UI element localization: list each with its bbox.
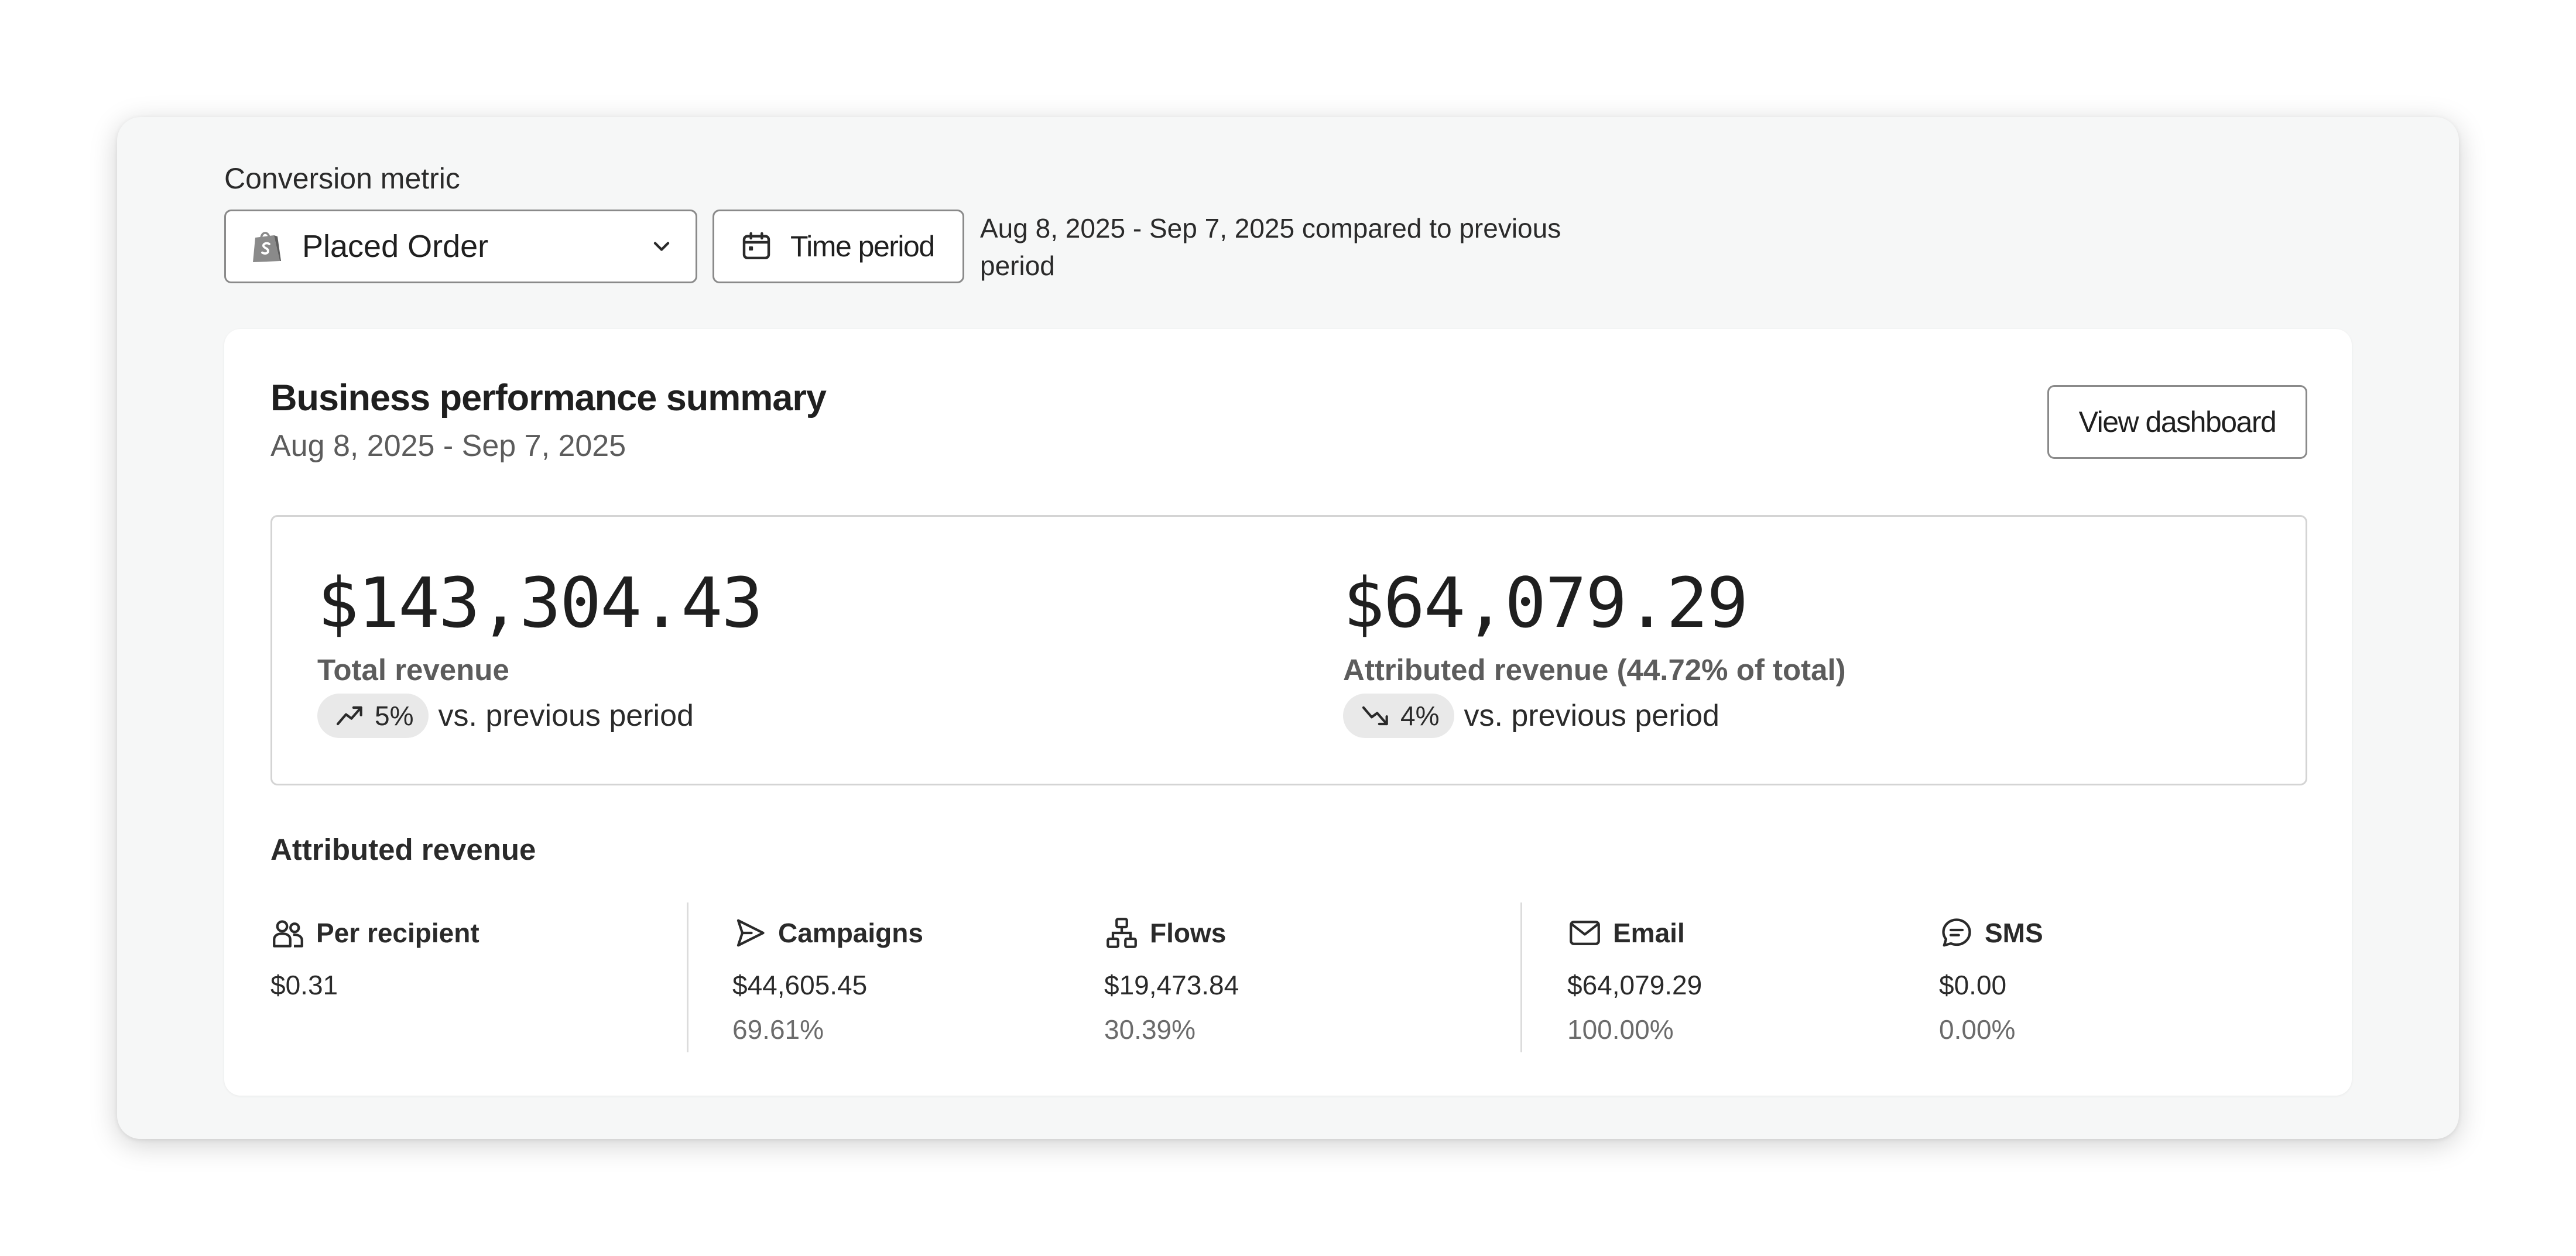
trend-down-icon: [1362, 706, 1388, 726]
time-period-label: Time period: [790, 230, 935, 263]
performance-panel: Conversion metric Placed Order Time peri…: [117, 117, 2459, 1139]
change-percent: 5%: [375, 701, 414, 731]
comparison-range-text: Aug 8, 2025 - Sep 7, 2025 compared to pr…: [980, 213, 1561, 281]
view-dashboard-button[interactable]: View dashboard: [2047, 385, 2307, 459]
stat-amount: $64,079.29: [1567, 970, 1703, 1000]
stat-label: SMS: [1985, 918, 2043, 948]
change-badge: 4%: [1343, 694, 1455, 738]
kpi-panel: $143,304.43 Total revenue 5% vs. previou…: [270, 515, 2307, 785]
kpi-trend: 5% vs. previous period: [317, 694, 694, 738]
stat-label: Per recipient: [316, 918, 479, 948]
divider: [687, 902, 688, 1052]
chat-icon: [1942, 918, 1971, 947]
stat-percent: 69.61%: [732, 1014, 824, 1045]
change-percent: 4%: [1400, 701, 1440, 731]
stat-campaigns: Campaigns $44,605.45 69.61%: [732, 915, 923, 1045]
trend-up-icon: [336, 706, 362, 726]
kpi-value: $64,079.29: [1343, 562, 1748, 643]
time-period-button[interactable]: Time period: [712, 210, 964, 283]
comparison-text: vs. previous period: [438, 699, 694, 733]
stat-amount: $0.31: [270, 970, 338, 1000]
shopify-bag-icon: [253, 232, 281, 262]
summary-title: Business performance summary: [270, 378, 827, 418]
divider: [1520, 902, 1522, 1052]
stat-percent: 0.00%: [1939, 1014, 2016, 1045]
stat-percent: 30.39%: [1104, 1014, 1196, 1045]
stat-sms: SMS $0.00 0.00%: [1939, 915, 2043, 1045]
attributed-revenue-title: Attributed revenue: [270, 833, 536, 866]
flow-icon: [1107, 918, 1137, 948]
conversion-metric-select[interactable]: Placed Order: [224, 210, 697, 283]
users-icon: [273, 920, 303, 948]
kpi-label: Attributed revenue (44.72% of total): [1343, 653, 1846, 687]
stat-label: Email: [1613, 918, 1685, 948]
stat-amount: $19,473.84: [1104, 970, 1239, 1000]
stat-label: Flows: [1150, 918, 1227, 948]
mail-icon: [1570, 921, 1600, 945]
stat-percent: 100.00%: [1567, 1014, 1674, 1045]
stat-email: Email $64,079.29 100.00%: [1567, 915, 1702, 1045]
business-summary-card: Business performance summary Aug 8, 2025…: [224, 329, 2352, 1096]
send-icon: [737, 919, 765, 947]
kpi-value: $143,304.43: [317, 562, 763, 643]
calendar-icon: [742, 232, 770, 260]
kpi-label: Total revenue: [317, 653, 509, 687]
conversion-metric-label: Conversion metric: [224, 162, 460, 195]
stat-amount: $44,605.45: [732, 970, 868, 1000]
kpi-trend: 4% vs. previous period: [1343, 694, 1719, 738]
conversion-metric-value: Placed Order: [302, 229, 489, 264]
change-badge: 5%: [317, 694, 429, 738]
comparison-text: vs. previous period: [1464, 699, 1719, 733]
stat-per-recipient: Per recipient $0.31: [270, 915, 479, 1000]
stat-flows: Flows $19,473.84 30.39%: [1104, 915, 1239, 1045]
stat-amount: $0.00: [1939, 970, 2007, 1000]
summary-date-range: Aug 8, 2025 - Sep 7, 2025: [270, 429, 626, 463]
stat-label: Campaigns: [778, 918, 923, 948]
chevron-down-icon: [653, 242, 670, 251]
